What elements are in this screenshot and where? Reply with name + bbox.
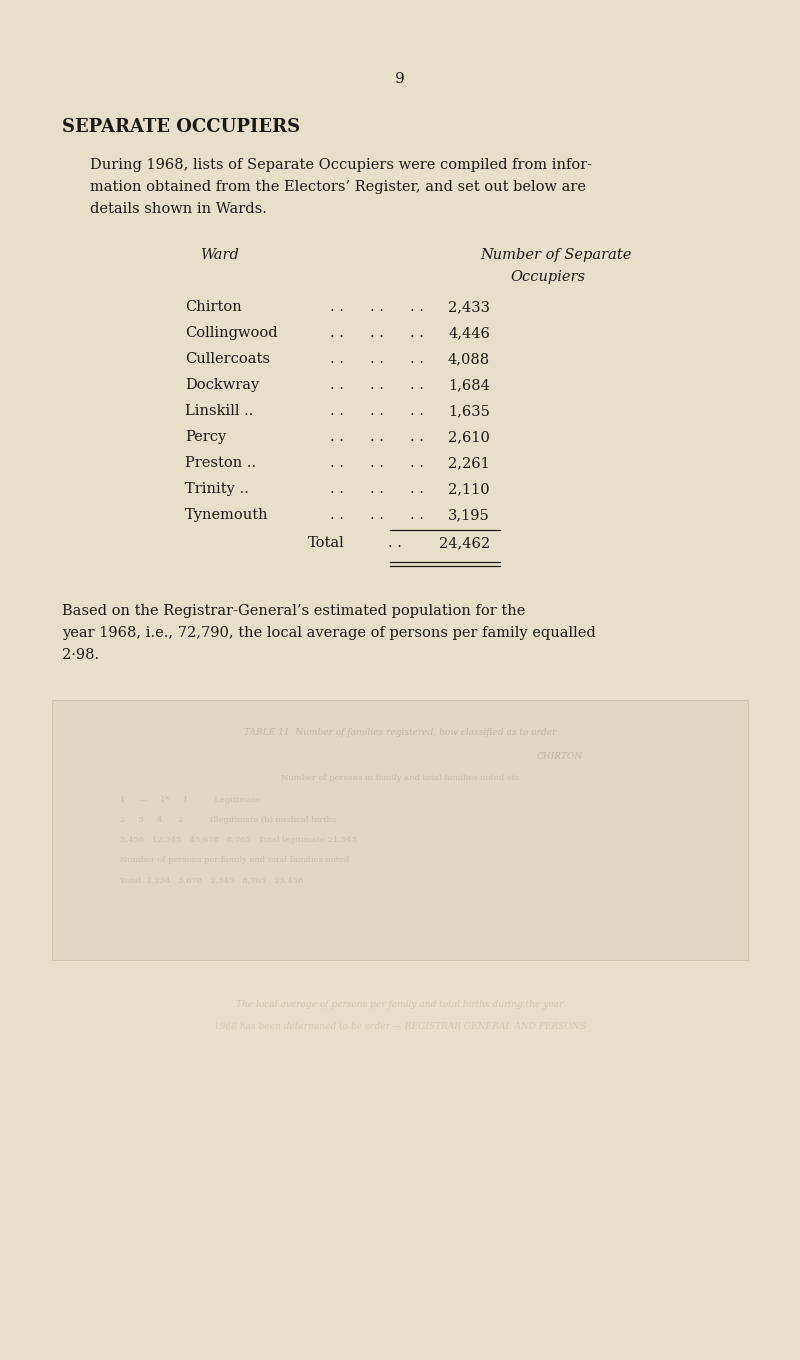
Text: . .: . . bbox=[370, 352, 384, 366]
Bar bbox=[52, 700, 748, 960]
Text: TABLE 11  Number of families registered, how classified as to order: TABLE 11 Number of families registered, … bbox=[244, 728, 556, 737]
Text: . .: . . bbox=[370, 509, 384, 522]
Text: . .: . . bbox=[410, 378, 424, 392]
Text: mation obtained from the Electors’ Register, and set out below are: mation obtained from the Electors’ Regis… bbox=[90, 180, 586, 194]
Text: CHIRTON: CHIRTON bbox=[537, 752, 583, 762]
Text: Total  1,234   5,678   2,345   8,765   23,456: Total 1,234 5,678 2,345 8,765 23,456 bbox=[120, 876, 303, 884]
Text: The local average of persons per family and total births during the year: The local average of persons per family … bbox=[236, 1000, 564, 1009]
Text: . .: . . bbox=[330, 404, 344, 418]
Text: . .: . . bbox=[410, 301, 424, 314]
Text: . .: . . bbox=[370, 456, 384, 471]
Text: Collingwood: Collingwood bbox=[185, 326, 278, 340]
Text: Ward: Ward bbox=[200, 248, 239, 262]
Text: . .: . . bbox=[410, 456, 424, 471]
Text: . .: . . bbox=[330, 378, 344, 392]
Text: Number of persons in family and total families noted etc: Number of persons in family and total fa… bbox=[281, 774, 519, 782]
Text: Preston ..: Preston .. bbox=[185, 456, 256, 471]
Text: Chirton: Chirton bbox=[185, 301, 242, 314]
Text: . .: . . bbox=[330, 481, 344, 496]
Text: 2,610: 2,610 bbox=[448, 430, 490, 443]
Text: 1,684: 1,684 bbox=[448, 378, 490, 392]
Text: . .: . . bbox=[330, 301, 344, 314]
Text: . .: . . bbox=[330, 430, 344, 443]
Text: 2·98.: 2·98. bbox=[62, 647, 99, 662]
Text: . .: . . bbox=[410, 430, 424, 443]
Text: . .: . . bbox=[410, 352, 424, 366]
Text: . .: . . bbox=[370, 430, 384, 443]
Text: . .: . . bbox=[330, 326, 344, 340]
Text: Number of Separate: Number of Separate bbox=[480, 248, 631, 262]
Text: 4,446: 4,446 bbox=[448, 326, 490, 340]
Text: 2,433: 2,433 bbox=[448, 301, 490, 314]
Text: 2     3     4      2          Illegitimate (b) medical births: 2 3 4 2 Illegitimate (b) medical births bbox=[120, 816, 336, 824]
Text: 3,456   12,345   45,678   8,765   Total legitimate 21,345: 3,456 12,345 45,678 8,765 Total legitima… bbox=[120, 836, 357, 845]
Text: . .: . . bbox=[410, 404, 424, 418]
Text: Linskill ..: Linskill .. bbox=[185, 404, 254, 418]
Text: . .: . . bbox=[370, 378, 384, 392]
Text: . .: . . bbox=[330, 352, 344, 366]
Text: 2,110: 2,110 bbox=[448, 481, 490, 496]
Text: During 1968, lists of Separate Occupiers were compiled from infor-: During 1968, lists of Separate Occupiers… bbox=[90, 158, 592, 171]
Text: Percy: Percy bbox=[185, 430, 226, 443]
Text: 1968 has been determined to be order — REGISTRAR GENERAL AND PERSONS: 1968 has been determined to be order — R… bbox=[214, 1021, 586, 1031]
Text: SEPARATE OCCUPIERS: SEPARATE OCCUPIERS bbox=[62, 118, 300, 136]
Text: Based on the Registrar-General’s estimated population for the: Based on the Registrar-General’s estimat… bbox=[62, 604, 526, 617]
Text: Tynemouth: Tynemouth bbox=[185, 509, 269, 522]
Text: . .: . . bbox=[410, 509, 424, 522]
Text: . .: . . bbox=[330, 456, 344, 471]
Text: Number of persons per family and total families noted: Number of persons per family and total f… bbox=[120, 855, 350, 864]
Text: . .: . . bbox=[370, 301, 384, 314]
Text: Dockwray: Dockwray bbox=[185, 378, 259, 392]
Text: . .: . . bbox=[388, 536, 402, 549]
Text: . .: . . bbox=[370, 404, 384, 418]
Text: Occupiers: Occupiers bbox=[510, 271, 585, 284]
Text: . .: . . bbox=[330, 509, 344, 522]
Text: 24,462: 24,462 bbox=[439, 536, 490, 549]
Text: . .: . . bbox=[370, 326, 384, 340]
Text: year 1968, i.e., 72,790, the local average of persons per family equalled: year 1968, i.e., 72,790, the local avera… bbox=[62, 626, 596, 641]
Text: . .: . . bbox=[410, 481, 424, 496]
Text: . .: . . bbox=[370, 481, 384, 496]
Text: Trinity ..: Trinity .. bbox=[185, 481, 249, 496]
Text: Cullercoats: Cullercoats bbox=[185, 352, 270, 366]
Text: Total: Total bbox=[308, 536, 345, 549]
Text: 3,195: 3,195 bbox=[448, 509, 490, 522]
Text: 2,261: 2,261 bbox=[448, 456, 490, 471]
Text: 1     —     1*     1          Legitimate: 1 — 1* 1 Legitimate bbox=[120, 796, 260, 804]
Text: details shown in Wards.: details shown in Wards. bbox=[90, 203, 267, 216]
Text: 9: 9 bbox=[395, 72, 405, 86]
Text: 1,635: 1,635 bbox=[448, 404, 490, 418]
Text: 4,088: 4,088 bbox=[448, 352, 490, 366]
Text: . .: . . bbox=[410, 326, 424, 340]
